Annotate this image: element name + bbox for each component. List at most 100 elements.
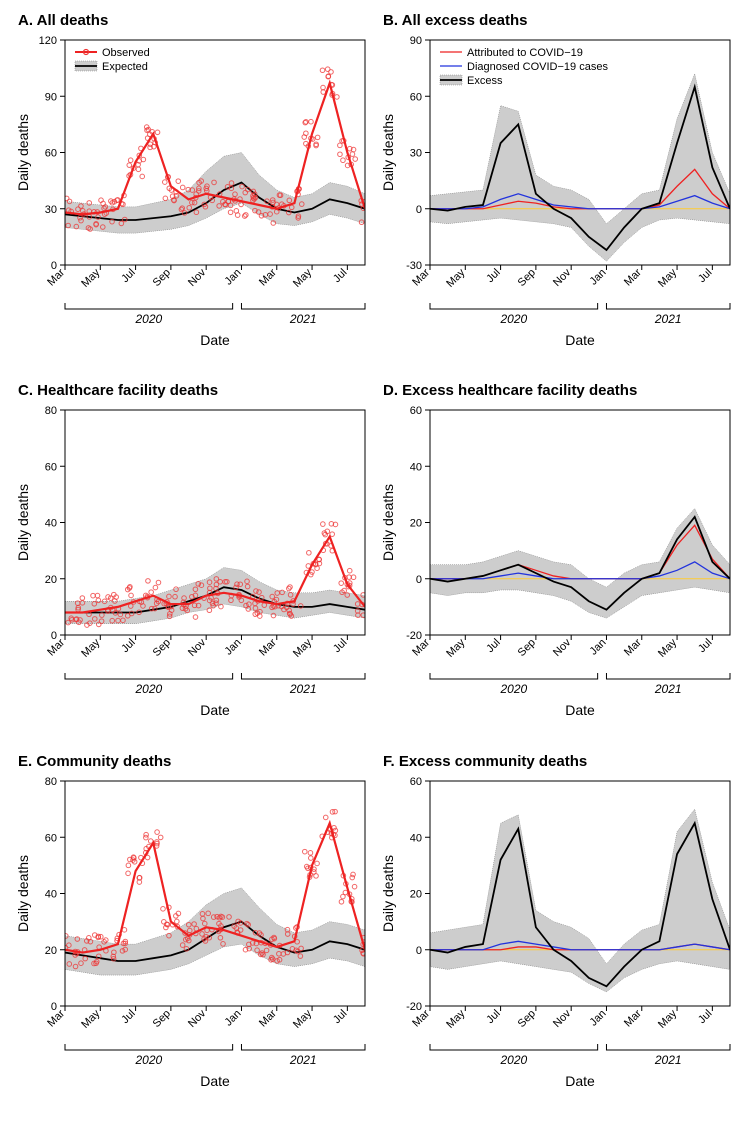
- svg-text:30: 30: [45, 204, 57, 216]
- svg-text:Mar: Mar: [257, 266, 279, 288]
- panel-title-B: B. All excess deaths: [383, 12, 528, 29]
- svg-text:40: 40: [410, 832, 422, 844]
- svg-text:2021: 2021: [289, 682, 317, 696]
- svg-text:60: 60: [45, 148, 57, 160]
- svg-text:Excess: Excess: [467, 75, 503, 87]
- svg-text:20: 20: [45, 574, 57, 586]
- svg-text:Jul: Jul: [696, 637, 714, 655]
- chart-B: -300306090MarMayJulSepNovJanMarMayJulDai…: [375, 10, 740, 380]
- svg-text:Daily deaths: Daily deaths: [15, 114, 31, 191]
- panel-title-E: E. Community deaths: [18, 753, 171, 770]
- svg-text:Observed: Observed: [102, 47, 150, 59]
- svg-text:Jul: Jul: [119, 1007, 137, 1025]
- svg-text:Sep: Sep: [516, 637, 538, 659]
- svg-text:120: 120: [39, 35, 57, 47]
- svg-text:Daily deaths: Daily deaths: [15, 855, 31, 932]
- svg-text:Daily deaths: Daily deaths: [380, 114, 396, 191]
- svg-text:May: May: [656, 1007, 680, 1031]
- svg-text:60: 60: [410, 405, 422, 417]
- svg-text:Mar: Mar: [257, 1007, 279, 1029]
- svg-text:40: 40: [45, 888, 57, 900]
- svg-text:60: 60: [45, 462, 57, 474]
- svg-text:0: 0: [416, 944, 422, 956]
- svg-text:Jul: Jul: [119, 637, 137, 655]
- svg-text:2021: 2021: [654, 682, 682, 696]
- figure-grid: A. All deaths 0 30 60 90 120 Mar May Jul Sep Nov Ja…: [10, 10, 740, 1121]
- panel-F: F. Excess community deaths-200204060MarM…: [375, 751, 740, 1121]
- svg-text:May: May: [444, 266, 468, 290]
- svg-text:May: May: [291, 1007, 315, 1031]
- chart-C: 020406080MarMayJulSepNovJanMarMayJulDail…: [10, 380, 375, 750]
- svg-text:Nov: Nov: [551, 637, 574, 660]
- chart-D: -200204060MarMayJulSepNovJanMarMayJulDai…: [375, 380, 740, 750]
- svg-text:20: 20: [410, 888, 422, 900]
- svg-text:Nov: Nov: [551, 266, 574, 289]
- svg-text:Expected: Expected: [102, 61, 148, 73]
- svg-text:80: 80: [45, 405, 57, 417]
- svg-text:20: 20: [410, 518, 422, 530]
- svg-text:80: 80: [45, 776, 57, 788]
- svg-text:Mar: Mar: [45, 1007, 67, 1029]
- svg-text:May: May: [444, 1007, 468, 1031]
- svg-text:Mar: Mar: [257, 637, 279, 659]
- svg-text:Jul: Jul: [484, 1007, 502, 1025]
- svg-text:Mar: Mar: [45, 266, 67, 288]
- svg-text:60: 60: [410, 91, 422, 103]
- svg-text:60: 60: [45, 832, 57, 844]
- svg-text:Nov: Nov: [186, 266, 209, 289]
- panel-C: C. Healthcare facility deaths020406080Ma…: [10, 380, 375, 750]
- svg-text:2021: 2021: [654, 1053, 682, 1067]
- panel-E: E. Community deaths020406080MarMayJulSep…: [10, 751, 375, 1121]
- svg-text:Mar: Mar: [622, 1007, 644, 1029]
- svg-text:Jul: Jul: [696, 1007, 714, 1025]
- svg-text:Jan: Jan: [588, 637, 609, 658]
- svg-text:Date: Date: [565, 702, 595, 718]
- svg-text:Nov: Nov: [186, 637, 209, 660]
- svg-text:0: 0: [416, 574, 422, 586]
- svg-text:Daily deaths: Daily deaths: [380, 855, 396, 932]
- panel-title-C: C. Healthcare facility deaths: [18, 382, 218, 399]
- svg-text:Date: Date: [200, 1073, 230, 1089]
- panel-title-A: A. All deaths: [18, 12, 108, 29]
- svg-text:Sep: Sep: [516, 1007, 538, 1029]
- svg-text:2021: 2021: [289, 1053, 317, 1067]
- svg-text:90: 90: [45, 91, 57, 103]
- svg-text:Jul: Jul: [331, 1007, 349, 1025]
- svg-text:Date: Date: [200, 332, 230, 348]
- chart-E: 020406080MarMayJulSepNovJanMarMayJulDail…: [10, 751, 375, 1121]
- svg-text:Date: Date: [200, 702, 230, 718]
- svg-text:2021: 2021: [289, 312, 317, 326]
- svg-text:Date: Date: [565, 332, 595, 348]
- svg-text:2021: 2021: [654, 312, 682, 326]
- panel-B: B. All excess deaths-300306090MarMayJulS…: [375, 10, 740, 380]
- svg-text:20: 20: [45, 944, 57, 956]
- svg-text:Sep: Sep: [151, 267, 173, 289]
- svg-text:Daily deaths: Daily deaths: [380, 484, 396, 561]
- svg-text:May: May: [79, 266, 103, 290]
- svg-text:Mar: Mar: [622, 637, 644, 659]
- svg-text:Jul: Jul: [484, 637, 502, 655]
- svg-text:Sep: Sep: [516, 267, 538, 289]
- svg-text:May: May: [444, 637, 468, 661]
- svg-text:Diagnosed COVID−19 cases: Diagnosed COVID−19 cases: [467, 61, 608, 73]
- svg-text:60: 60: [410, 776, 422, 788]
- svg-text:Attributed to COVID−19: Attributed to COVID−19: [467, 47, 583, 59]
- svg-text:90: 90: [410, 35, 422, 47]
- svg-text:May: May: [656, 637, 680, 661]
- svg-text:Nov: Nov: [551, 1007, 574, 1030]
- svg-text:May: May: [79, 1007, 103, 1031]
- svg-text:Mar: Mar: [622, 266, 644, 288]
- svg-text:Mar: Mar: [45, 637, 67, 659]
- svg-text:Date: Date: [565, 1073, 595, 1089]
- svg-text:0: 0: [416, 204, 422, 216]
- chart-F: -200204060MarMayJulSepNovJanMarMayJulDai…: [375, 751, 740, 1121]
- svg-text:Jan: Jan: [223, 637, 244, 658]
- svg-text:Jan: Jan: [588, 267, 609, 288]
- svg-text:Jul: Jul: [331, 267, 349, 285]
- svg-text:2020: 2020: [134, 312, 162, 326]
- svg-text:40: 40: [45, 518, 57, 530]
- svg-text:2020: 2020: [499, 1053, 527, 1067]
- svg-text:May: May: [656, 266, 680, 290]
- svg-text:2020: 2020: [499, 682, 527, 696]
- svg-text:Jan: Jan: [223, 1007, 244, 1028]
